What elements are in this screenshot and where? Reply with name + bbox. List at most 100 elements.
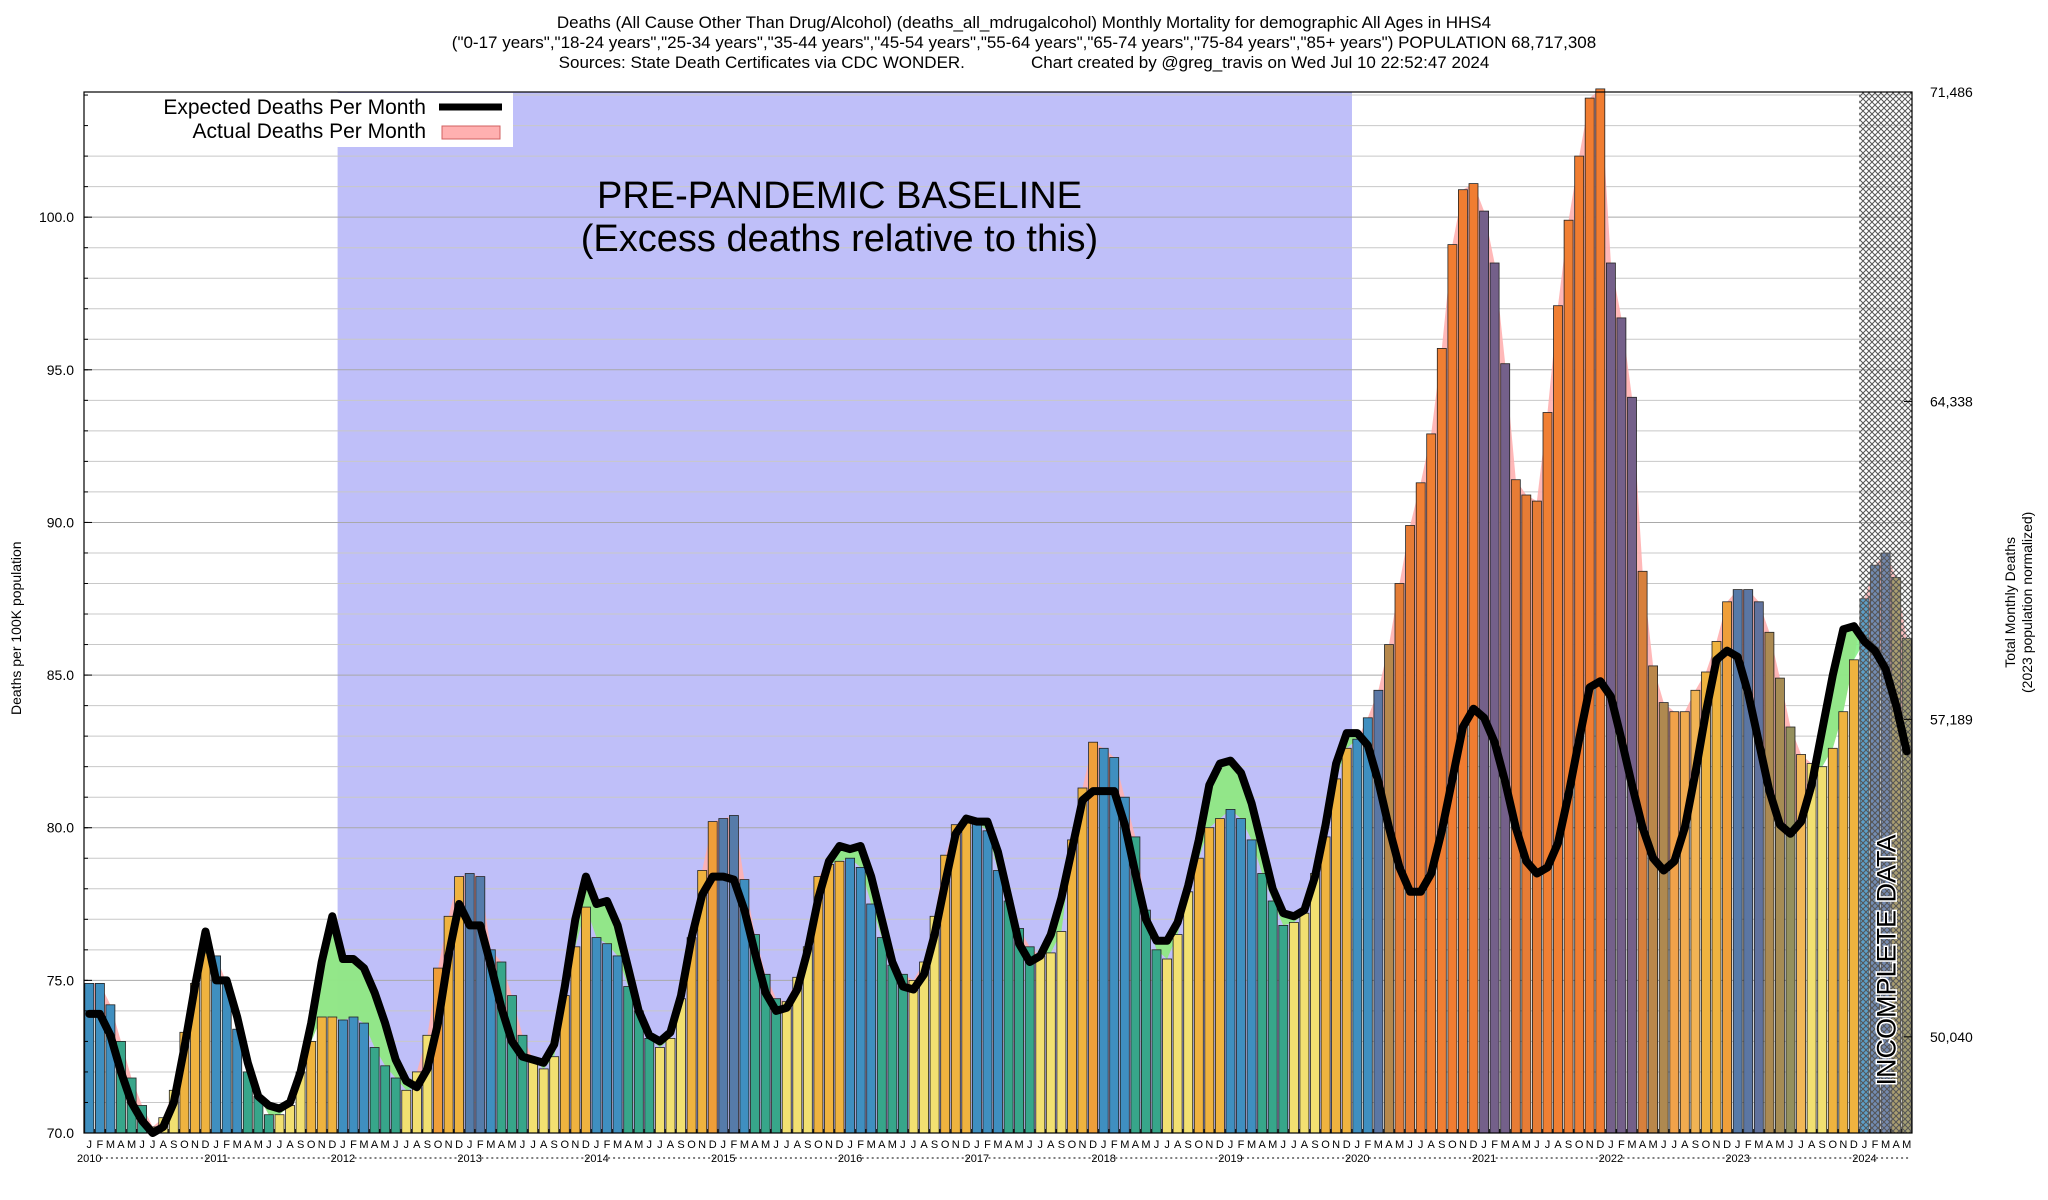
month-letter: A — [1512, 1139, 1520, 1151]
month-letter: O — [1194, 1139, 1203, 1151]
bar — [1679, 711, 1690, 1134]
bar — [781, 1001, 792, 1134]
bar — [1088, 741, 1098, 1134]
right-tick-label: 57,189 — [1930, 711, 1973, 727]
month-letter: S — [931, 1139, 938, 1151]
month-letter: J — [340, 1139, 346, 1151]
month-letter: A — [1554, 1139, 1562, 1151]
chart-subtitle-sources: Sources: State Death Certificates via CD… — [558, 53, 1490, 72]
bar — [1785, 726, 1796, 1134]
bar — [274, 1114, 285, 1134]
month-letter: J — [1291, 1139, 1297, 1151]
bar — [390, 1077, 401, 1134]
month-letter: J — [1672, 1139, 1678, 1151]
bar — [1056, 931, 1067, 1134]
bar — [1098, 747, 1109, 1134]
month-letter: N — [571, 1139, 579, 1151]
bar — [316, 1016, 327, 1134]
bar — [729, 815, 739, 1134]
month-letter: N — [318, 1139, 326, 1151]
bar — [1141, 909, 1151, 1134]
bar — [348, 1016, 359, 1134]
year-label: 2012 — [331, 1153, 355, 1165]
bar — [1532, 500, 1542, 1134]
month-letter: A — [244, 1139, 252, 1151]
bar — [538, 1068, 549, 1134]
bar — [1289, 922, 1299, 1134]
month-letter: J — [847, 1139, 853, 1151]
right-tick-label: 71,486 — [1930, 84, 1973, 100]
month-letter: M — [1247, 1139, 1256, 1151]
month-letter: N — [952, 1139, 960, 1151]
bar — [581, 906, 591, 1134]
bar — [1722, 601, 1732, 1134]
bar — [845, 857, 855, 1134]
bar — [633, 1010, 644, 1134]
legend-actual-label: Actual Deaths Per Month — [193, 120, 426, 143]
bar — [824, 864, 834, 1134]
month-letter: S — [1058, 1139, 1065, 1151]
month-letter: J — [1228, 1139, 1234, 1151]
bar — [1310, 873, 1320, 1134]
year-label: 2017 — [965, 1153, 989, 1165]
month-letter: J — [1608, 1139, 1614, 1151]
bar — [1405, 525, 1415, 1134]
bar — [1827, 747, 1838, 1134]
month-letter: J — [1154, 1139, 1160, 1151]
baseline-band — [337, 92, 1352, 1133]
month-letter: M — [1268, 1139, 1277, 1151]
month-letter: F — [1491, 1139, 1498, 1151]
month-letter: A — [1766, 1139, 1774, 1151]
month-letter: A — [878, 1139, 886, 1151]
bar — [1436, 347, 1447, 1134]
month-letter: J — [1164, 1139, 1170, 1151]
bar — [285, 1105, 296, 1134]
bar — [655, 1047, 665, 1134]
month-letter: J — [911, 1139, 917, 1151]
month-letter: J — [530, 1139, 536, 1151]
month-letter: D — [1216, 1139, 1224, 1151]
month-letter: M — [1902, 1139, 1911, 1151]
bar — [718, 818, 729, 1134]
year-label: 2016 — [838, 1153, 862, 1165]
baseline-sublabel: (Excess deaths relative to this) — [581, 218, 1098, 260]
bar — [919, 961, 929, 1134]
bar — [876, 937, 887, 1134]
month-letter: F — [350, 1139, 357, 1151]
bar — [1648, 665, 1658, 1134]
month-letter: J — [721, 1139, 727, 1151]
month-letter: M — [486, 1139, 495, 1151]
bar — [475, 876, 486, 1134]
bar — [1035, 955, 1046, 1134]
bar — [623, 986, 634, 1134]
year-label: 2010 — [77, 1153, 101, 1165]
month-letter: J — [1788, 1139, 1794, 1151]
month-letter: D — [582, 1139, 590, 1151]
bar — [887, 964, 898, 1134]
month-letter: J — [213, 1139, 219, 1151]
month-letter: N — [191, 1139, 199, 1151]
month-letter: O — [560, 1139, 569, 1151]
month-letter: D — [202, 1139, 210, 1151]
month-letter: S — [804, 1139, 811, 1151]
month-letter: J — [139, 1139, 145, 1151]
month-letter: J — [773, 1139, 779, 1151]
month-letter: M — [1374, 1139, 1383, 1151]
bar — [1257, 873, 1268, 1134]
month-letter: J — [647, 1139, 653, 1151]
month-letter: S — [551, 1139, 558, 1151]
month-letter: J — [1545, 1139, 1551, 1151]
month-letter: S — [1692, 1139, 1699, 1151]
y-tick-label: 95.0 — [47, 362, 74, 378]
bar — [1236, 818, 1246, 1134]
month-letter: M — [381, 1139, 390, 1151]
month-letter: J — [974, 1139, 980, 1151]
month-letter: A — [1385, 1139, 1393, 1151]
bar — [1067, 839, 1077, 1134]
y-tick-label: 70.0 — [47, 1125, 74, 1141]
month-letter: N — [825, 1139, 833, 1151]
month-letter: S — [1565, 1139, 1572, 1151]
month-letter: D — [1089, 1139, 1097, 1151]
month-letter: J — [1407, 1139, 1413, 1151]
